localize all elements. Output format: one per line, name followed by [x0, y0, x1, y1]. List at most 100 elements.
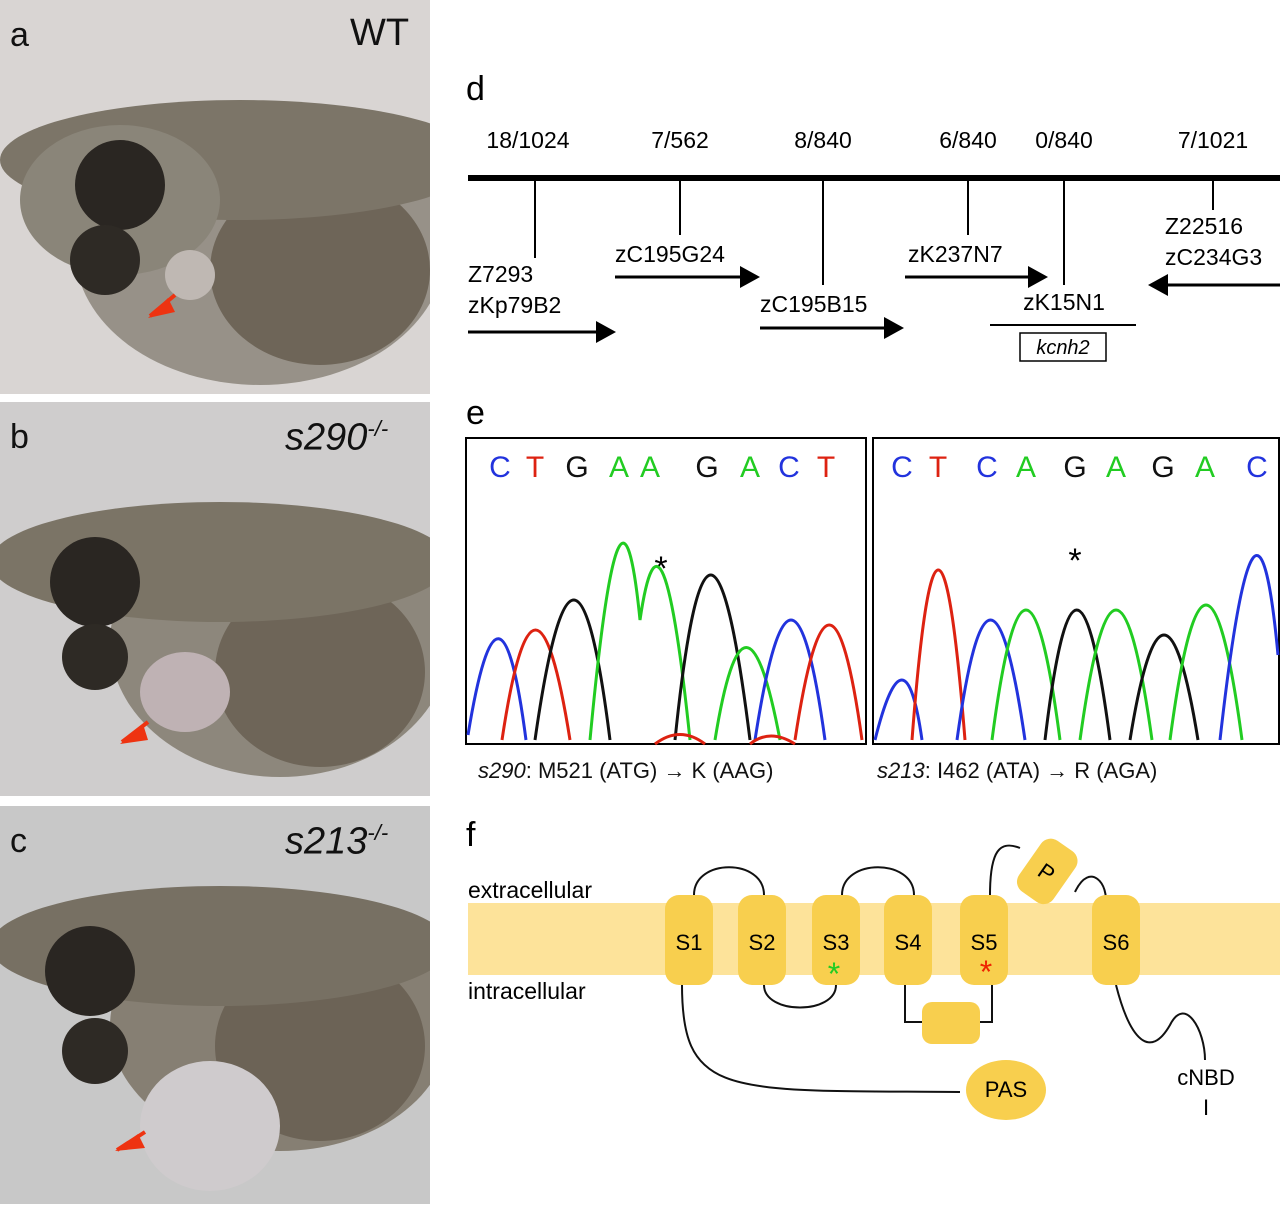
base-call: C: [489, 451, 511, 484]
trace-peak: [749, 734, 796, 746]
clone-label: Z7293: [468, 261, 533, 287]
panel-label-a: a: [10, 16, 29, 54]
base-call: T: [929, 451, 947, 484]
helix-s3: S3 *: [812, 895, 860, 992]
helix-s5: S5 *: [960, 895, 1008, 990]
helix-s6: S6: [1092, 895, 1140, 985]
segment-label: S5: [971, 930, 998, 955]
segment-label: S4: [895, 930, 922, 955]
arrowhead-icon: [1148, 274, 1168, 296]
base-calls-left: C T G A A G A C T: [489, 451, 835, 484]
channel-loops: [681, 844, 1206, 1093]
pas-domain: [966, 1060, 1046, 1120]
loop-s5-pore: [989, 844, 1021, 896]
trace-peak: [793, 623, 864, 741]
base-call: T: [817, 451, 835, 484]
trace-peak: [466, 637, 528, 741]
trace-peak: [500, 628, 572, 741]
clone-label: zC234G3: [1165, 244, 1262, 270]
helix-s2: S2: [738, 895, 786, 985]
panel-label-f: f: [466, 816, 476, 854]
panel-label-b: b: [10, 418, 29, 456]
s4-s5-linker-helix: [922, 1002, 980, 1044]
clone-label: zKp79B2: [468, 292, 561, 318]
base-call: G: [1063, 451, 1086, 484]
base-call: A: [640, 451, 660, 484]
base-call: C: [778, 451, 800, 484]
trace-peak: [990, 608, 1062, 741]
trace-peak: [533, 598, 612, 741]
allele-name: s213: [877, 758, 925, 783]
n-terminus-to-pas: [681, 984, 961, 1093]
helix-s4: S4: [884, 895, 932, 985]
base-call: C: [976, 451, 998, 484]
genotype-superscript: -/-: [367, 820, 389, 845]
base-call: T: [526, 451, 544, 484]
embryo-image-s290: [0, 402, 430, 796]
allele-name: s290: [478, 758, 526, 783]
red-asterisk: *: [980, 954, 992, 990]
clone-label: Z22516: [1165, 213, 1243, 239]
helix-body: [1092, 895, 1140, 985]
loop-s2-s3: [763, 984, 837, 1009]
loop-s3-s4: [841, 866, 915, 896]
chromatogram-s290: [465, 437, 867, 745]
segment-label: S6: [1103, 930, 1130, 955]
marker-ratio: 7/562: [651, 127, 709, 153]
trace-peak: [654, 733, 706, 746]
trace-peak: [753, 618, 827, 741]
arrowhead-icon: [884, 317, 904, 339]
base-call: C: [891, 451, 913, 484]
trace-peak: [873, 678, 924, 741]
loop-s1-s2: [693, 866, 765, 896]
trace-peaks-left: [466, 541, 864, 746]
trace-peaks-right: [873, 554, 1280, 741]
helix-body: [884, 895, 932, 985]
mutation-text: : M521 (ATG) → K (AAG): [525, 758, 774, 783]
helix-body: [738, 895, 786, 985]
caption-s290: s290: M521 (ATG) → K (AAG): [478, 758, 773, 784]
base-call: G: [695, 451, 718, 484]
panel-label-c: c: [10, 822, 27, 860]
genotype-text: WT: [350, 12, 410, 54]
mutation-asterisk: *: [1068, 542, 1081, 580]
trace-peak: [1043, 608, 1112, 741]
genotype-text: s213: [285, 820, 368, 863]
helix-body: [1016, 838, 1078, 905]
clone-label: zK237N7: [908, 241, 1003, 267]
genotype-text: s290: [285, 416, 368, 459]
marker-ratio: 0/840: [1035, 127, 1093, 153]
clone-label: zK15N1: [1023, 289, 1105, 315]
photo-panel-b: b s290-/-: [0, 402, 430, 796]
base-call: A: [1106, 451, 1126, 484]
panel-label-e: e: [466, 394, 485, 432]
helix-body: [812, 895, 860, 985]
base-call: A: [1195, 451, 1215, 484]
trace-peak: [910, 568, 967, 741]
pas-label: PAS: [985, 1077, 1027, 1102]
c-terminus-to-cnbd: [1115, 984, 1206, 1061]
pore-helix: P: [1016, 838, 1078, 905]
clone-label: zC195G24: [615, 241, 725, 267]
cnbd-tail-label: I: [1203, 1095, 1209, 1120]
cnbd-label: cNBD: [1177, 1065, 1234, 1090]
base-call: A: [609, 451, 629, 484]
gene-box: [1019, 332, 1107, 362]
trace-peak: [588, 541, 692, 741]
base-call: A: [740, 451, 760, 484]
trace-peak: [1218, 554, 1280, 741]
right-column: d 18/1024 Z7293 zKp79B2 7/562 zC195G24 8…: [430, 0, 1280, 1204]
helix-body: [960, 895, 1008, 985]
loop-linker-s5: [976, 985, 993, 1023]
base-calls-right: C T C A G A G A C: [891, 451, 1268, 484]
helix-s1: S1: [665, 895, 713, 985]
chromatogram-s213: [872, 437, 1280, 745]
segment-label: S1: [676, 930, 703, 955]
trace-peak: [955, 618, 1027, 741]
segment-label: S2: [749, 930, 776, 955]
marker-ratio: 6/840: [939, 127, 997, 153]
base-call: A: [1016, 451, 1036, 484]
trace-peak: [713, 646, 782, 741]
embryo-image-s213: [0, 806, 430, 1204]
base-call: G: [565, 451, 588, 484]
